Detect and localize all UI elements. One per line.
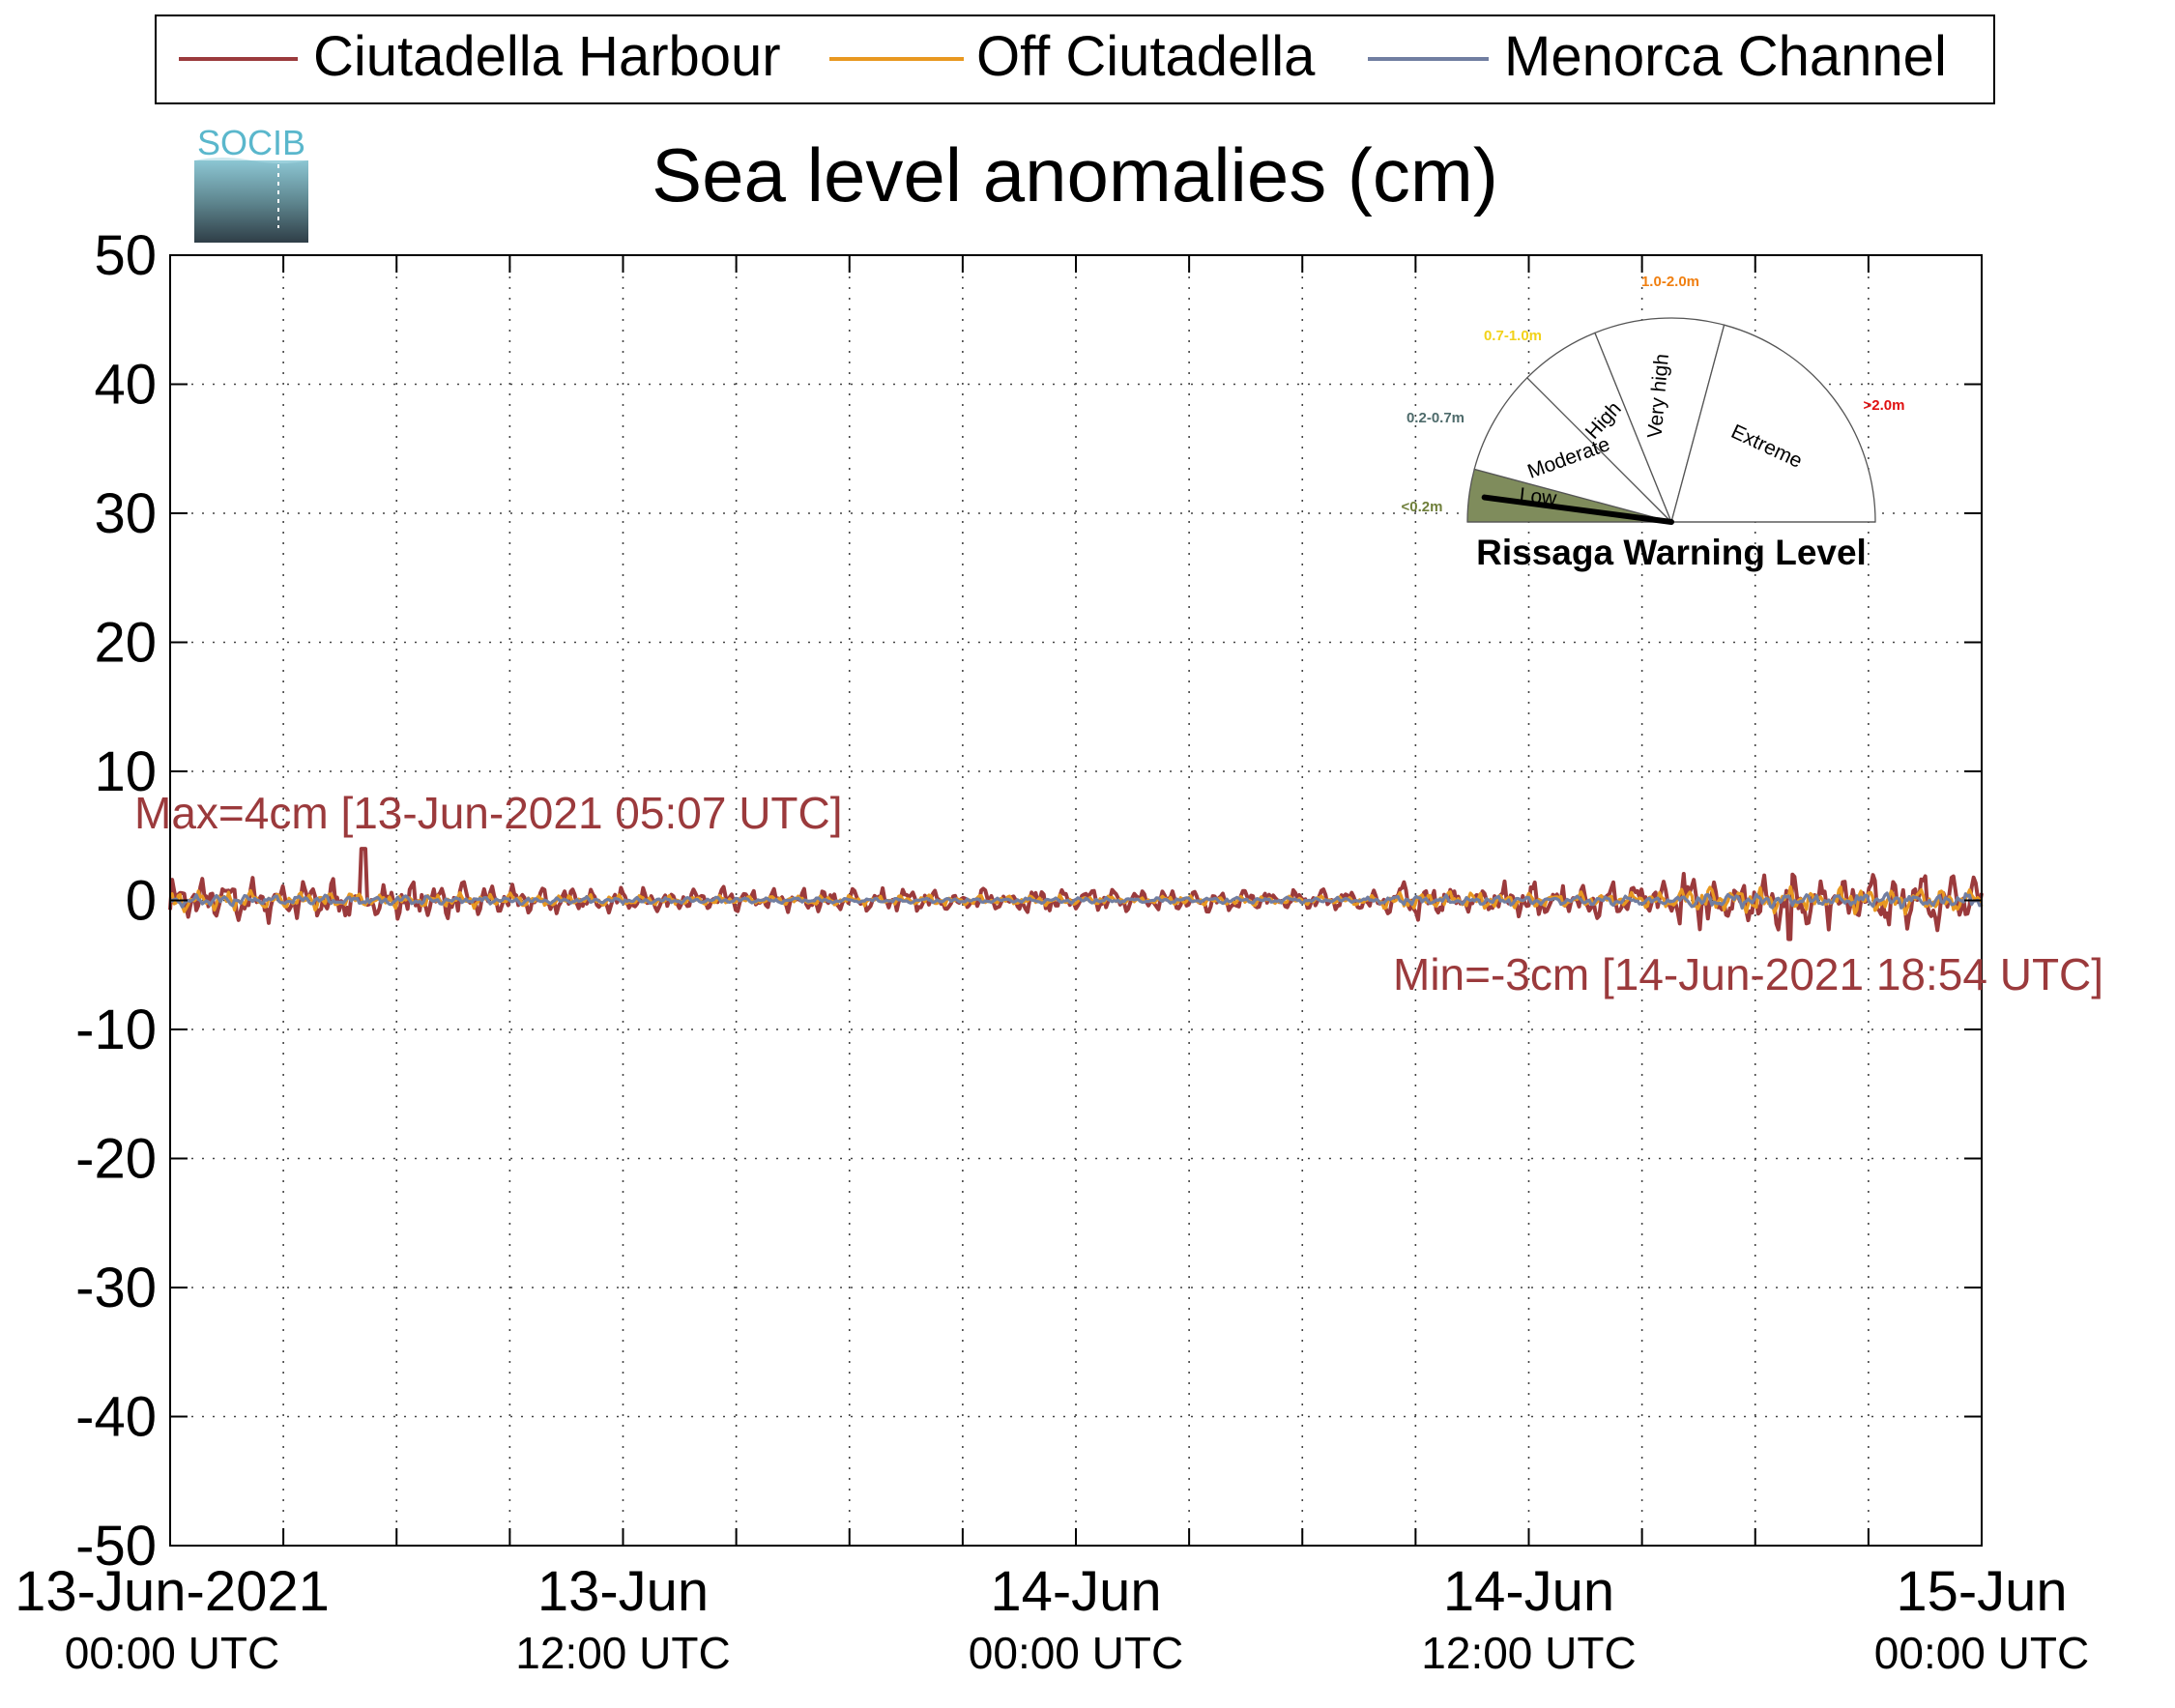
min-annotation: Min=-3cm [14-Jun-2021 18:54 UTC] <box>1393 949 2103 999</box>
gauge-sector-very-high <box>1594 317 1726 525</box>
x-tick-label-time: 00:00 UTC <box>65 1628 279 1678</box>
legend-item-ciutadella-harbour: Ciutadella Harbour <box>179 25 781 88</box>
legend-label-menorca-channel: Menorca Channel <box>1504 25 1947 88</box>
y-axis-tick-labels: 50 40 30 20 10 0 -10 -20 -30 -40 -50 <box>75 224 157 1578</box>
x-tick-label-time: 12:00 UTC <box>1421 1628 1636 1678</box>
logo-text: SOCIB <box>197 123 305 162</box>
y-tick-label: 0 <box>126 870 157 933</box>
gauge-needle <box>1481 494 1674 525</box>
x-tick-label-date: 15-Jun <box>1896 1560 2067 1623</box>
y-tick-label: 30 <box>94 482 157 545</box>
y-tick-label: -30 <box>75 1257 157 1319</box>
y-tick-label: -10 <box>75 999 157 1061</box>
gauge-sector-moderate <box>1473 376 1674 524</box>
x-tick-label-date: 14-Jun <box>1443 1560 1614 1623</box>
series-lines <box>168 847 1984 941</box>
y-tick-label: 50 <box>94 224 157 287</box>
y-tick-label: 20 <box>94 612 157 675</box>
series-menorca-channel <box>168 891 1984 911</box>
max-annotation: Max=4cm [13-Jun-2021 05:07 UTC] <box>134 788 843 838</box>
y-tick-label: -20 <box>75 1128 157 1191</box>
gauge-range-very-high: 1.0-2.0m <box>1641 274 1699 290</box>
grid <box>170 255 1982 1546</box>
legend-label-ciutadella-harbour: Ciutadella Harbour <box>313 25 781 88</box>
y-tick-label: -50 <box>75 1515 157 1578</box>
x-tick-label-date: 14-Jun <box>990 1560 1161 1623</box>
x-tick-label-time: 12:00 UTC <box>515 1628 730 1678</box>
gauge-range-moderate: 0.2-0.7m <box>1406 410 1464 426</box>
gauge-title: Rissaga Warning Level <box>1476 533 1867 572</box>
axis-ticks <box>169 254 1983 1547</box>
gauge-range-extreme: >2.0m <box>1864 397 1905 414</box>
y-tick-label: 40 <box>94 354 157 417</box>
x-tick-label-time: 00:00 UTC <box>1874 1628 2089 1678</box>
gauge-range-low: <0.2m <box>1402 499 1443 515</box>
x-tick-label-time: 00:00 UTC <box>969 1628 1183 1678</box>
legend: Ciutadella Harbour Off Ciutadella Menorc… <box>155 14 1995 104</box>
y-tick-label: 10 <box>94 740 157 803</box>
legend-item-off-ciutadella: Off Ciutadella <box>829 25 1316 88</box>
chart-title: Sea level anomalies (cm) <box>652 132 1498 217</box>
gauge-sector-extreme <box>1670 324 1876 523</box>
legend-label-off-ciutadella: Off Ciutadella <box>976 25 1316 88</box>
legend-item-menorca-channel: Menorca Channel <box>1368 25 1947 88</box>
gauge-range-high: 0.7-1.0m <box>1484 328 1542 344</box>
socib-logo: SOCIB <box>194 123 308 243</box>
x-tick-label-date: 13-Jun-2021 <box>14 1560 330 1623</box>
x-tick-label-date: 13-Jun <box>537 1560 709 1623</box>
y-tick-label: -40 <box>75 1386 157 1449</box>
